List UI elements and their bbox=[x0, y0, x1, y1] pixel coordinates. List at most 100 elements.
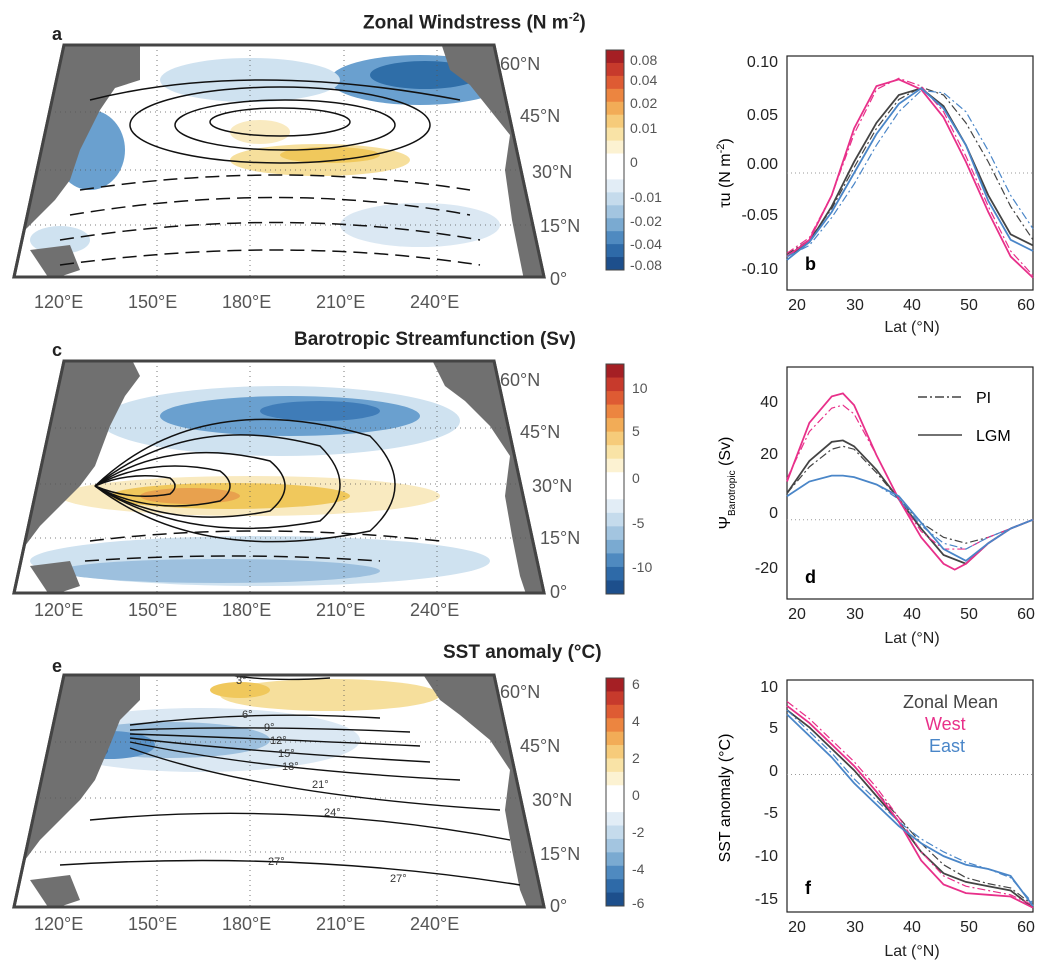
colorbar-c-tick: 5 bbox=[632, 423, 640, 439]
plot-b-ytick: 0.10 bbox=[747, 54, 778, 71]
plot-d-xtick: 30 bbox=[846, 606, 864, 623]
colorbar-swatch bbox=[606, 691, 624, 706]
colorbar-swatch bbox=[606, 758, 624, 773]
line-panel-b: 0.10 0.05 0.00 -0.05 -0.10 20 30 40 50 6… bbox=[715, 54, 1035, 336]
plot-b-ytick: 0.05 bbox=[747, 107, 778, 124]
colorbar-swatch bbox=[606, 704, 624, 719]
series-west-pi bbox=[786, 701, 1034, 906]
plot-f-xtick: 60 bbox=[1017, 919, 1035, 936]
colorbar-swatch bbox=[606, 472, 624, 487]
plot-f-ytick: 5 bbox=[769, 720, 778, 737]
colorbar-a-tick: 0.08 bbox=[630, 52, 657, 68]
colorbar-a-tick: -0.04 bbox=[630, 236, 662, 252]
colorbar-swatch bbox=[606, 140, 624, 155]
plot-d-ytick: 20 bbox=[760, 446, 778, 463]
map-e-lat-label: 15°N bbox=[540, 844, 580, 864]
sst-contour-label: 27° bbox=[268, 856, 285, 868]
plot-f-xtick: 20 bbox=[788, 919, 806, 936]
map-e-lon-label: 180°E bbox=[222, 914, 271, 934]
panel-letter-a: a bbox=[52, 24, 63, 44]
series-zonal_mean-pi bbox=[786, 445, 1034, 544]
map-a-title-text: Zonal Windstress (N m bbox=[363, 12, 569, 34]
plot-d-xtick: 20 bbox=[788, 606, 806, 623]
colorbar-swatch bbox=[606, 745, 624, 759]
map-a-lat-label: 0° bbox=[550, 269, 567, 289]
colorbar-swatch bbox=[606, 499, 624, 514]
colorbar-swatch bbox=[606, 852, 624, 867]
colorbar-swatch bbox=[606, 431, 624, 446]
plot-b-area bbox=[786, 77, 1034, 279]
plot-b-ylabel-sup: -2 bbox=[715, 144, 727, 154]
colorbar-swatch bbox=[606, 166, 624, 180]
line-panel-d: 40 20 0 -20 20 30 40 50 60 Lat (°N) PI L… bbox=[717, 366, 1035, 647]
panel-letter-e: e bbox=[52, 656, 63, 676]
colorbar-swatch bbox=[606, 458, 624, 473]
colorbar-a-tick: 0 bbox=[630, 154, 638, 170]
panel-letter-c: c bbox=[52, 340, 63, 360]
sst-contour-label: 15° bbox=[278, 748, 295, 760]
map-a-lon-label: 120°E bbox=[34, 292, 83, 310]
colorbar-e-tick: 0 bbox=[632, 787, 640, 803]
plot-d-legend: PI LGM bbox=[918, 390, 1011, 445]
series-west-lgm bbox=[786, 705, 1034, 909]
plot-d-ytick: 0 bbox=[769, 505, 778, 522]
plot-b-ylabel-text: τu (N m bbox=[717, 153, 734, 207]
colorbar-swatch bbox=[606, 731, 624, 746]
map-a-lon-label: 240°E bbox=[410, 292, 459, 310]
colorbar-swatch bbox=[606, 62, 624, 77]
series-east-pi bbox=[786, 709, 1034, 904]
colorbar-a-tick: -0.01 bbox=[630, 189, 662, 205]
colorbar-a: 0.08 0.04 0.02 0.01 0 -0.01 -0.02 -0.04 … bbox=[605, 49, 662, 273]
map-c-lat-label: 60°N bbox=[500, 370, 540, 390]
colorbar-swatch bbox=[606, 838, 624, 853]
colorbar-c-tick: 0 bbox=[632, 470, 640, 486]
sst-contour-label: 12° bbox=[270, 735, 287, 747]
map-c-lon-label: 150°E bbox=[128, 600, 177, 620]
line-panel-f: 10 5 0 -5 -10 -15 20 30 40 50 60 Lat (°N… bbox=[717, 679, 1035, 960]
colorbar-e-tick: 2 bbox=[632, 750, 640, 766]
plot-d-ytick: -20 bbox=[755, 560, 778, 577]
plot-d-area bbox=[786, 392, 1034, 571]
plot-f-xtick: 40 bbox=[903, 919, 921, 936]
colorbar-swatch bbox=[606, 512, 624, 527]
colorbar-swatch bbox=[606, 526, 624, 541]
map-e-lat-label: 30°N bbox=[532, 790, 572, 810]
map-c-lat-label: 30°N bbox=[532, 476, 572, 496]
colorbar-swatch bbox=[606, 218, 624, 232]
map-c-lon-label: 120°E bbox=[34, 600, 83, 620]
series-east-pi bbox=[786, 89, 1034, 258]
colorbar-swatch bbox=[606, 892, 624, 907]
colorbar-swatch bbox=[606, 231, 624, 245]
map-a-land-america bbox=[440, 45, 544, 277]
map-e-lat-label: 0° bbox=[550, 896, 567, 915]
map-c-lon-label: 180°E bbox=[222, 600, 271, 620]
colorbar-swatch bbox=[606, 75, 624, 90]
map-a-lon-label: 180°E bbox=[222, 292, 271, 310]
plot-b-ytick: -0.05 bbox=[742, 207, 779, 224]
plot-d-ytick: 40 bbox=[760, 394, 778, 411]
colorbar-c-tick: -10 bbox=[632, 559, 652, 575]
series-zonal_mean-lgm bbox=[786, 439, 1034, 565]
colorbar-swatch bbox=[606, 580, 624, 595]
map-e-lat-label: 60°N bbox=[500, 682, 540, 702]
map-a-lat-label: 60°N bbox=[500, 54, 540, 74]
plot-b-ylabel: τu (N m-2) bbox=[715, 138, 734, 207]
plot-f-ytick: 10 bbox=[760, 679, 778, 696]
series-zonal_mean-lgm bbox=[786, 709, 1034, 909]
sst-contour-label: 9° bbox=[264, 722, 275, 734]
map-c-lat-label: 0° bbox=[550, 582, 567, 602]
colorbar-c: 10 5 0 -5 -10 bbox=[605, 363, 652, 595]
colorbar-swatch bbox=[606, 785, 624, 800]
colorbar-a-tick: 0.04 bbox=[630, 72, 657, 88]
legend-west: West bbox=[925, 714, 966, 734]
plot-f-ylabel: SST anomaly (°C) bbox=[717, 734, 734, 863]
map-e-lon-axis: 120°E 150°E 180°E 210°E 240°E bbox=[34, 914, 459, 934]
colorbar-swatch bbox=[606, 771, 624, 786]
plot-d-ylabel-sub: Barotropic bbox=[727, 470, 738, 516]
colorbar-swatch bbox=[606, 244, 624, 258]
colorbar-swatch bbox=[606, 404, 624, 419]
plot-f-xtick: 30 bbox=[846, 919, 864, 936]
map-a-lon-label: 150°E bbox=[128, 292, 177, 310]
legend-east: East bbox=[929, 736, 965, 756]
plot-b-xtick: 50 bbox=[960, 297, 978, 314]
